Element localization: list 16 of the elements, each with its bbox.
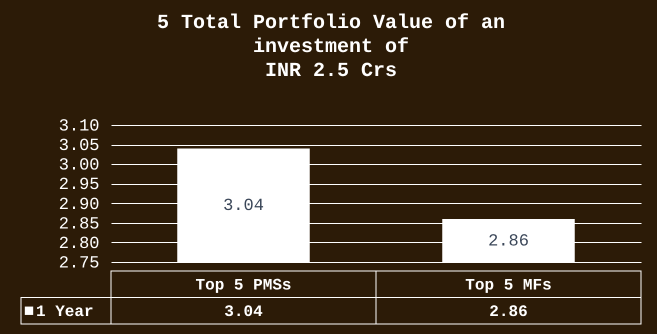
y-tick-label: 2.90 [58, 196, 100, 215]
data-label: 2.86 [488, 232, 529, 252]
chart-title: 5 Total Portfolio Value of an investment of INR 2.5 Crs [156, 12, 506, 83]
y-tick-label: 3.10 [58, 118, 100, 136]
y-tick-label: 2.80 [58, 234, 100, 254]
legend-label: 1 Year [36, 302, 94, 321]
y-tick-label: 2.75 [58, 254, 100, 274]
x-tick-label: Top 5 PMSs [195, 276, 292, 294]
y-tick-label: 3.05 [58, 137, 100, 156]
y-tick-label: 3.00 [58, 156, 100, 176]
text: 2.86 [489, 302, 528, 321]
y-tick-label: 2.85 [58, 215, 100, 234]
data-label: 3.04 [223, 197, 264, 216]
y-tick-label: 2.95 [58, 176, 100, 196]
text: 3.04 [224, 302, 264, 321]
x-tick-label: Top 5 MFs [465, 276, 552, 294]
